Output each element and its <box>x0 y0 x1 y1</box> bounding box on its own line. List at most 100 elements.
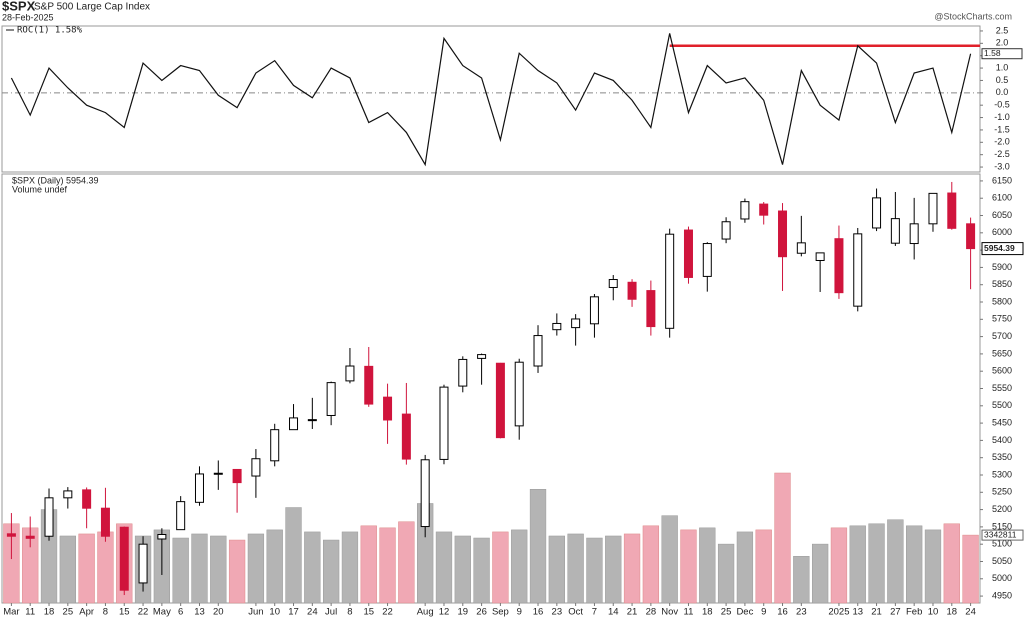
candle-body <box>890 218 900 244</box>
volume-bar <box>529 489 547 604</box>
volume-bar <box>830 527 848 604</box>
candle-body <box>176 501 186 531</box>
candle-body <box>63 490 73 499</box>
x-tick-label: 12 <box>439 607 450 618</box>
volume-bar <box>849 525 866 604</box>
volume-bar <box>924 529 942 604</box>
x-tick-label: 22 <box>138 607 149 618</box>
candle-body <box>82 489 92 509</box>
volume-bar <box>642 525 660 604</box>
x-tick-label: 24 <box>965 607 976 618</box>
candle-body <box>251 458 261 477</box>
volume-bar <box>304 531 321 604</box>
y-tick-label: 6000 <box>992 227 1012 237</box>
candle-body <box>683 229 693 278</box>
x-tick-label: 18 <box>946 607 957 618</box>
x-tick-label: 9 <box>517 607 522 618</box>
volume-bar <box>266 529 283 604</box>
y-tick-label: 5700 <box>992 331 1012 341</box>
y-tick-label: 5100 <box>992 539 1012 549</box>
candle-body <box>665 233 675 329</box>
volume-bar <box>511 529 528 604</box>
candle-body <box>401 413 411 460</box>
volume-bar <box>736 531 754 604</box>
volume-bar <box>717 543 735 604</box>
volume-bar <box>586 537 603 604</box>
candle-body <box>157 533 167 540</box>
y-tick-label: 5350 <box>992 452 1012 462</box>
x-tick-label: Dec <box>736 607 753 618</box>
x-tick-label: 25 <box>721 607 732 618</box>
x-tick-label: Mar <box>3 607 19 618</box>
x-tick-label: 2025 <box>828 607 849 618</box>
candle-body <box>759 203 769 216</box>
candle-body <box>872 197 882 229</box>
x-tick-label: Feb <box>906 607 922 618</box>
volume-bar <box>623 533 641 604</box>
y-tick-label: 5000 <box>992 573 1012 583</box>
volume-bar <box>661 515 678 604</box>
candle-body <box>6 533 16 537</box>
x-tick-label: 15 <box>119 607 130 618</box>
volume-bar <box>943 523 960 604</box>
x-tick-label: 13 <box>852 607 863 618</box>
y-tick-label: 5900 <box>992 262 1012 272</box>
volume-bar <box>699 527 716 604</box>
candle-body <box>364 365 374 405</box>
y-tick-label: -1.5 <box>994 124 1010 134</box>
candle-body <box>100 507 110 537</box>
candle-body <box>966 223 976 250</box>
candle-body <box>552 322 562 331</box>
x-tick-label: 21 <box>627 607 638 618</box>
volume-bar <box>868 523 885 604</box>
x-tick-label: 23 <box>552 607 563 618</box>
volume-bar <box>172 537 189 604</box>
x-tick-label: Oct <box>568 607 583 618</box>
candle-body <box>44 497 54 537</box>
volume-bar <box>567 533 584 604</box>
y-tick-label: 2.5 <box>996 25 1009 35</box>
x-tick-label: Apr <box>79 607 94 618</box>
candle-body <box>232 468 242 484</box>
x-tick-label: 15 <box>363 607 374 618</box>
x-tick-label: Jul <box>325 607 337 618</box>
x-tick-label: 17 <box>288 607 299 618</box>
x-tick-label: Nov <box>661 607 678 618</box>
volume-bar <box>78 533 95 604</box>
candle-body <box>495 362 505 439</box>
x-tick-label: 10 <box>928 607 939 618</box>
y-tick-label: -2.0 <box>994 137 1010 147</box>
x-tick-label: Aug <box>417 607 434 618</box>
candle-body <box>796 242 806 254</box>
x-tick-label: 13 <box>194 607 205 618</box>
y-tick-label: 5200 <box>992 504 1012 514</box>
y-tick-label: 5300 <box>992 469 1012 479</box>
roc-panel <box>1 25 981 173</box>
y-tick-label: 5400 <box>992 435 1012 445</box>
last-value-label: 1.58 <box>984 48 1001 58</box>
y-tick-label: 5600 <box>992 366 1012 376</box>
candle-body <box>477 354 487 359</box>
x-tick-label: 28 <box>646 607 657 618</box>
volume-bar <box>59 535 76 604</box>
candle-body <box>815 252 825 261</box>
y-tick-label: 5750 <box>992 314 1012 324</box>
index-name: S&P 500 Large Cap Index <box>34 2 150 13</box>
y-tick-label: -2.5 <box>994 149 1010 159</box>
candle-body <box>909 223 919 245</box>
candle-body <box>25 535 35 539</box>
candle-body <box>702 243 712 277</box>
candle-body <box>721 221 731 240</box>
date: 28-Feb-2025 <box>2 12 54 22</box>
candle-body <box>439 386 449 460</box>
x-tick-label: 9 <box>761 607 766 618</box>
candle-body <box>571 318 581 329</box>
y-tick-label: -0.5 <box>994 100 1010 110</box>
x-tick-label: 24 <box>307 607 318 618</box>
y-tick-label: 2.0 <box>996 38 1009 48</box>
candle-body <box>740 201 750 220</box>
last-volume-label: 3342811 <box>984 529 1017 539</box>
volume-bar <box>605 535 622 604</box>
volume-bar <box>680 529 697 604</box>
volume-legend: Volume undef <box>12 184 68 194</box>
